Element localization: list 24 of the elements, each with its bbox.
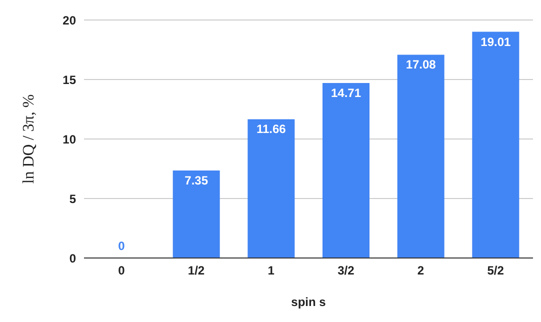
data-label: 0 [118, 239, 126, 253]
y-tick-label: 0 [69, 251, 76, 266]
data-label: 17.08 [406, 58, 436, 72]
y-tick-label: 5 [69, 192, 76, 206]
x-tick-label: 3/2 [338, 264, 355, 278]
data-label: 11.66 [256, 122, 286, 136]
x-tick-label: 0 [118, 264, 126, 278]
data-label: 14.71 [330, 86, 362, 100]
x-axis-title: spin s [291, 295, 326, 309]
y-axis-title: ln DQ / 3π, % [20, 94, 38, 184]
x-tick-label: 1/2 [188, 264, 205, 278]
data-label: 19.01 [480, 34, 512, 49]
bar [397, 54, 444, 258]
bar [248, 119, 295, 258]
x-tick-label: 1 [268, 264, 275, 278]
bar [172, 170, 220, 258]
y-tick-label: 10 [62, 132, 76, 146]
data-label: 7.35 [184, 174, 208, 188]
x-tick-label: 5/2 [487, 264, 504, 278]
y-tick-label: 15 [62, 72, 76, 87]
x-tick-label: 2 [417, 264, 424, 278]
y-tick-label: 20 [62, 13, 76, 28]
bar [322, 82, 370, 258]
bar [472, 32, 520, 258]
